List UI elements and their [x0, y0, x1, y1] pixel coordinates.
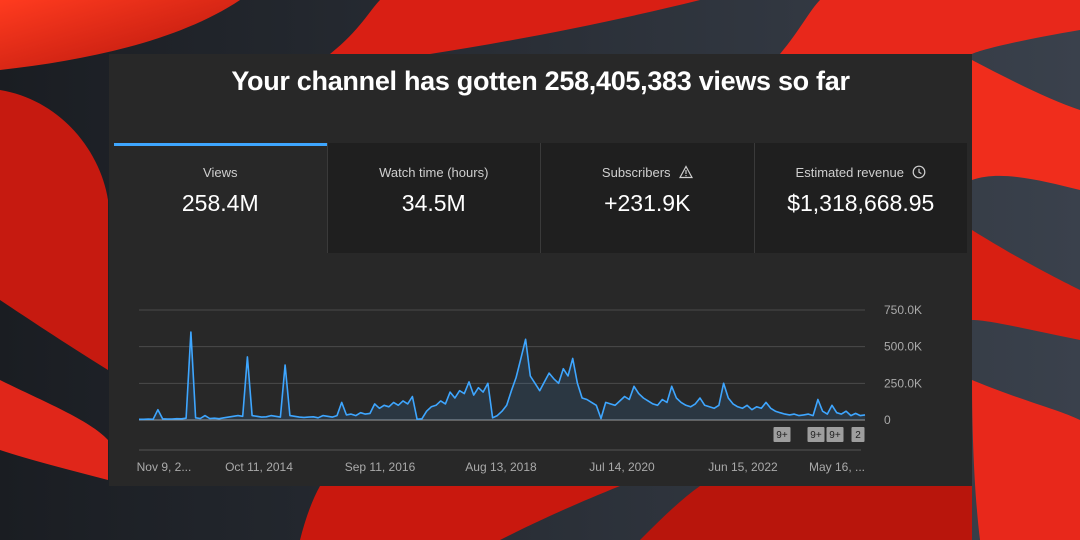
tab-subscribers[interactable]: Subscribers +231.9K	[541, 143, 755, 253]
tab-estimated-revenue[interactable]: Estimated revenue $1,318,668.95	[755, 143, 968, 253]
svg-text:9+: 9+	[810, 430, 822, 441]
page-title: Your channel has gotten 258,405,383 view…	[231, 66, 850, 96]
annotation-badge: 9+	[773, 427, 791, 442]
tab-value: +231.9K	[604, 190, 691, 216]
series-line	[139, 331, 866, 421]
tab-label: Views	[203, 164, 238, 180]
clock-icon	[912, 165, 926, 179]
analytics-panel: Your channel has gotten 258,405,383 view…	[109, 54, 972, 486]
svg-text:2: 2	[855, 430, 861, 441]
tab-watch-time[interactable]: Watch time (hours) 34.5M	[328, 143, 541, 253]
tab-views[interactable]: Views 258.4M	[114, 143, 328, 253]
tab-label: Subscribers	[601, 164, 671, 180]
metric-tabs: Views 258.4M Watch time (hours) 34.5M Su…	[114, 143, 967, 253]
x-tick-label: May 16, ...	[809, 460, 865, 474]
svg-text:9+: 9+	[829, 430, 841, 441]
tab-value: 34.5M	[401, 190, 466, 216]
views-line-chart: 750.0K 500.0K 250.0K 0 9+ 9+ 9+ 2 Nov 9, 2... Oct…	[137, 303, 922, 474]
warning-icon	[678, 165, 693, 179]
y-tick-label: 0	[884, 413, 891, 427]
tab-value: $1,318,668.95	[787, 190, 935, 216]
x-tick-label: Oct 11, 2014	[225, 460, 293, 474]
tab-label: Estimated revenue	[795, 164, 904, 180]
x-tick-label: Aug 13, 2018	[465, 460, 537, 474]
x-tick-label: Jul 14, 2020	[589, 460, 655, 474]
tab-value: 258.4M	[181, 190, 259, 216]
annotation-badge: 9+	[826, 427, 844, 442]
svg-text:9+: 9+	[776, 430, 788, 441]
y-tick-label: 750.0K	[884, 303, 922, 317]
y-tick-label: 500.0K	[884, 340, 922, 354]
annotation-badge: 2	[851, 427, 865, 442]
y-tick-label: 250.0K	[884, 376, 922, 390]
x-tick-label: Jun 15, 2022	[708, 460, 778, 474]
tab-label: Watch time (hours)	[379, 164, 489, 180]
x-tick-label: Sep 11, 2016	[345, 460, 416, 474]
x-tick-label: Nov 9, 2...	[137, 460, 192, 474]
annotation-badge: 9+	[807, 427, 825, 442]
